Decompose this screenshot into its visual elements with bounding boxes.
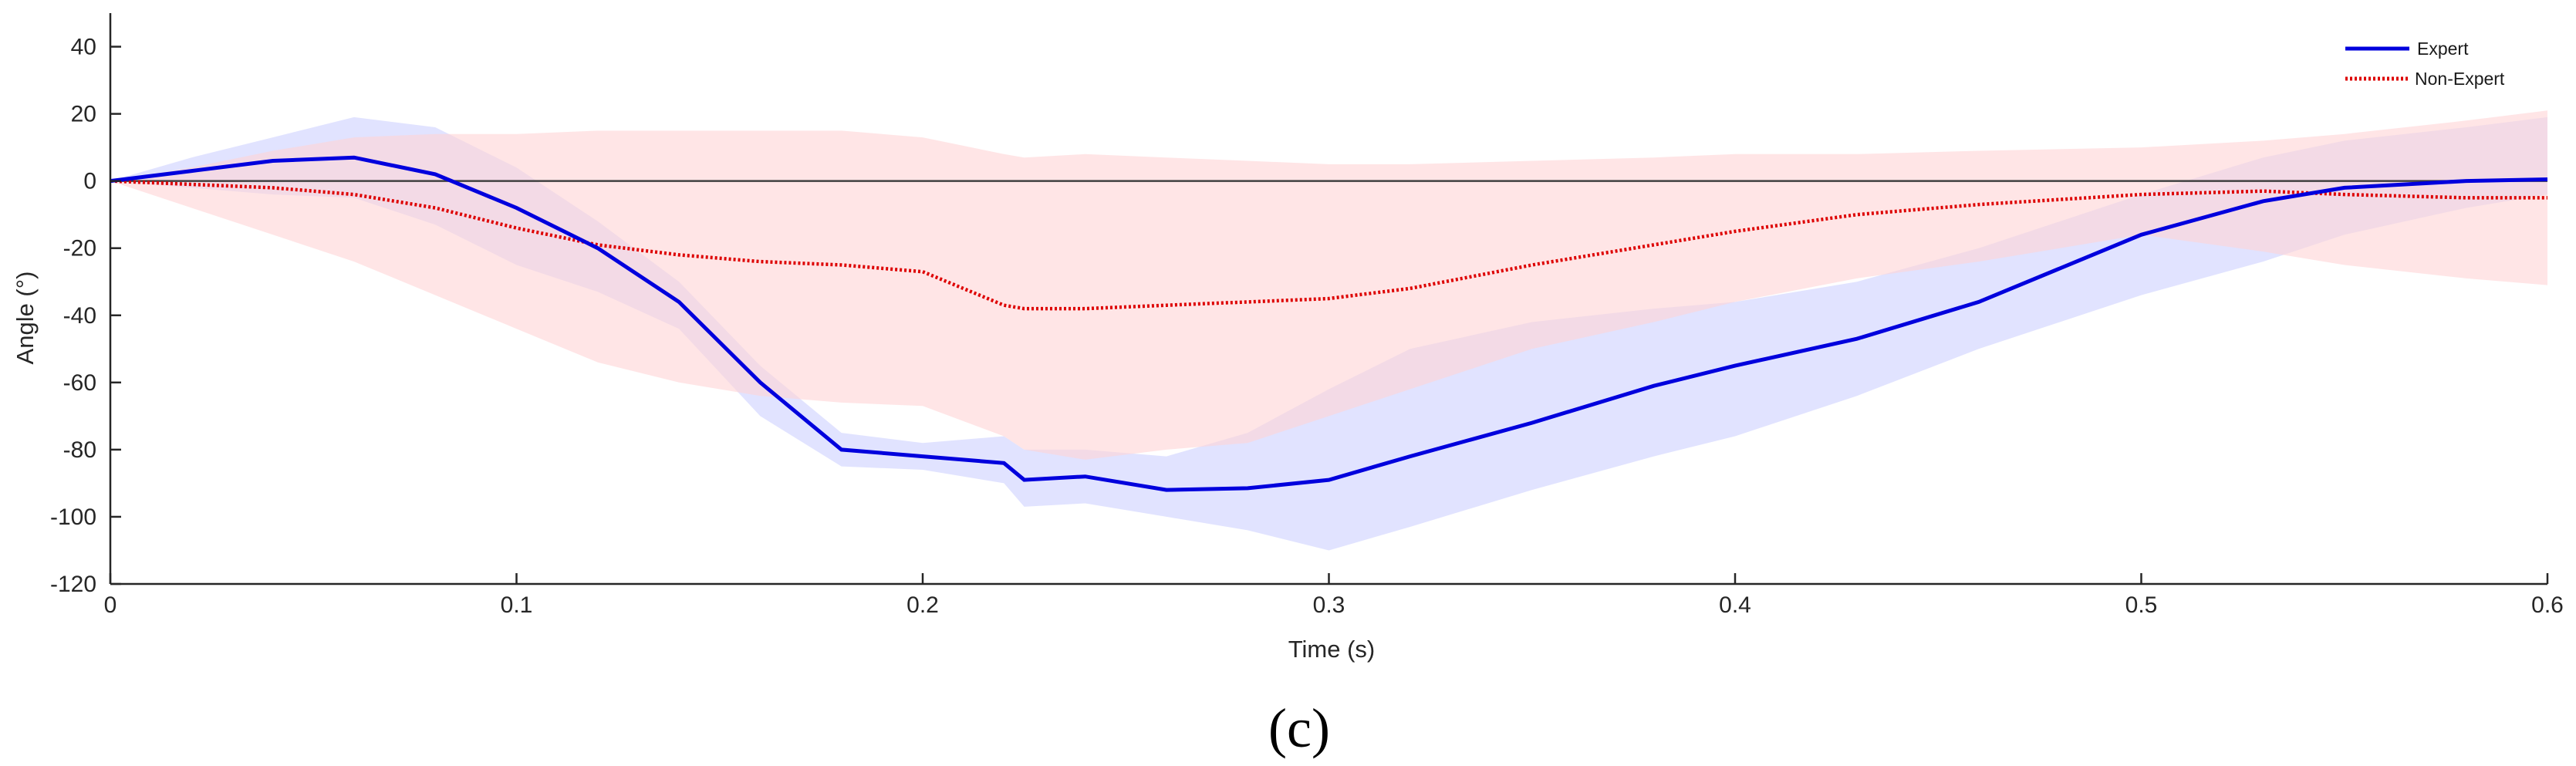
y-tick-label: 20 xyxy=(71,102,96,127)
x-tick-label: 0.4 xyxy=(1719,592,1751,618)
x-tick-label: 0.5 xyxy=(2125,592,2158,618)
band-non-expert xyxy=(110,110,2547,460)
x-tick-label: 0.1 xyxy=(501,592,533,618)
y-tick-label: 0 xyxy=(83,169,96,194)
legend-label-non-expert: Non-Expert xyxy=(2415,69,2505,89)
y-tick-label: -80 xyxy=(63,437,96,463)
x-tick-label: 0.3 xyxy=(1313,592,1345,618)
legend-label-expert: Expert xyxy=(2417,39,2469,59)
series-line-non-expert xyxy=(110,179,2547,311)
plot-area xyxy=(110,110,2548,551)
x-tick-label: 0.2 xyxy=(906,592,939,618)
x-ticks: 0 0.1 0.2 0.3 0.4 0.5 0.6 xyxy=(104,573,2564,618)
x-tick-label: 0.6 xyxy=(2531,592,2564,618)
y-tick-label: -60 xyxy=(63,370,96,396)
y-tick-label: -40 xyxy=(63,303,96,329)
x-tick-label: 0 xyxy=(104,592,117,618)
x-axis-title: Time (s) xyxy=(1288,636,1376,663)
y-tick-label: -20 xyxy=(63,236,96,262)
y-tick-label: 40 xyxy=(71,35,96,60)
y-tick-label: -100 xyxy=(50,504,96,530)
series-line-expert xyxy=(110,155,2548,492)
y-axis-title: Angle (°) xyxy=(12,272,39,365)
y-tick-label: -120 xyxy=(50,572,96,597)
y-ticks: -120 -100 -80 -60 -40 -20 0 20 40 xyxy=(50,35,121,597)
panel-label: (c) xyxy=(1268,697,1330,759)
legend: Expert Non-Expert xyxy=(2345,39,2505,89)
